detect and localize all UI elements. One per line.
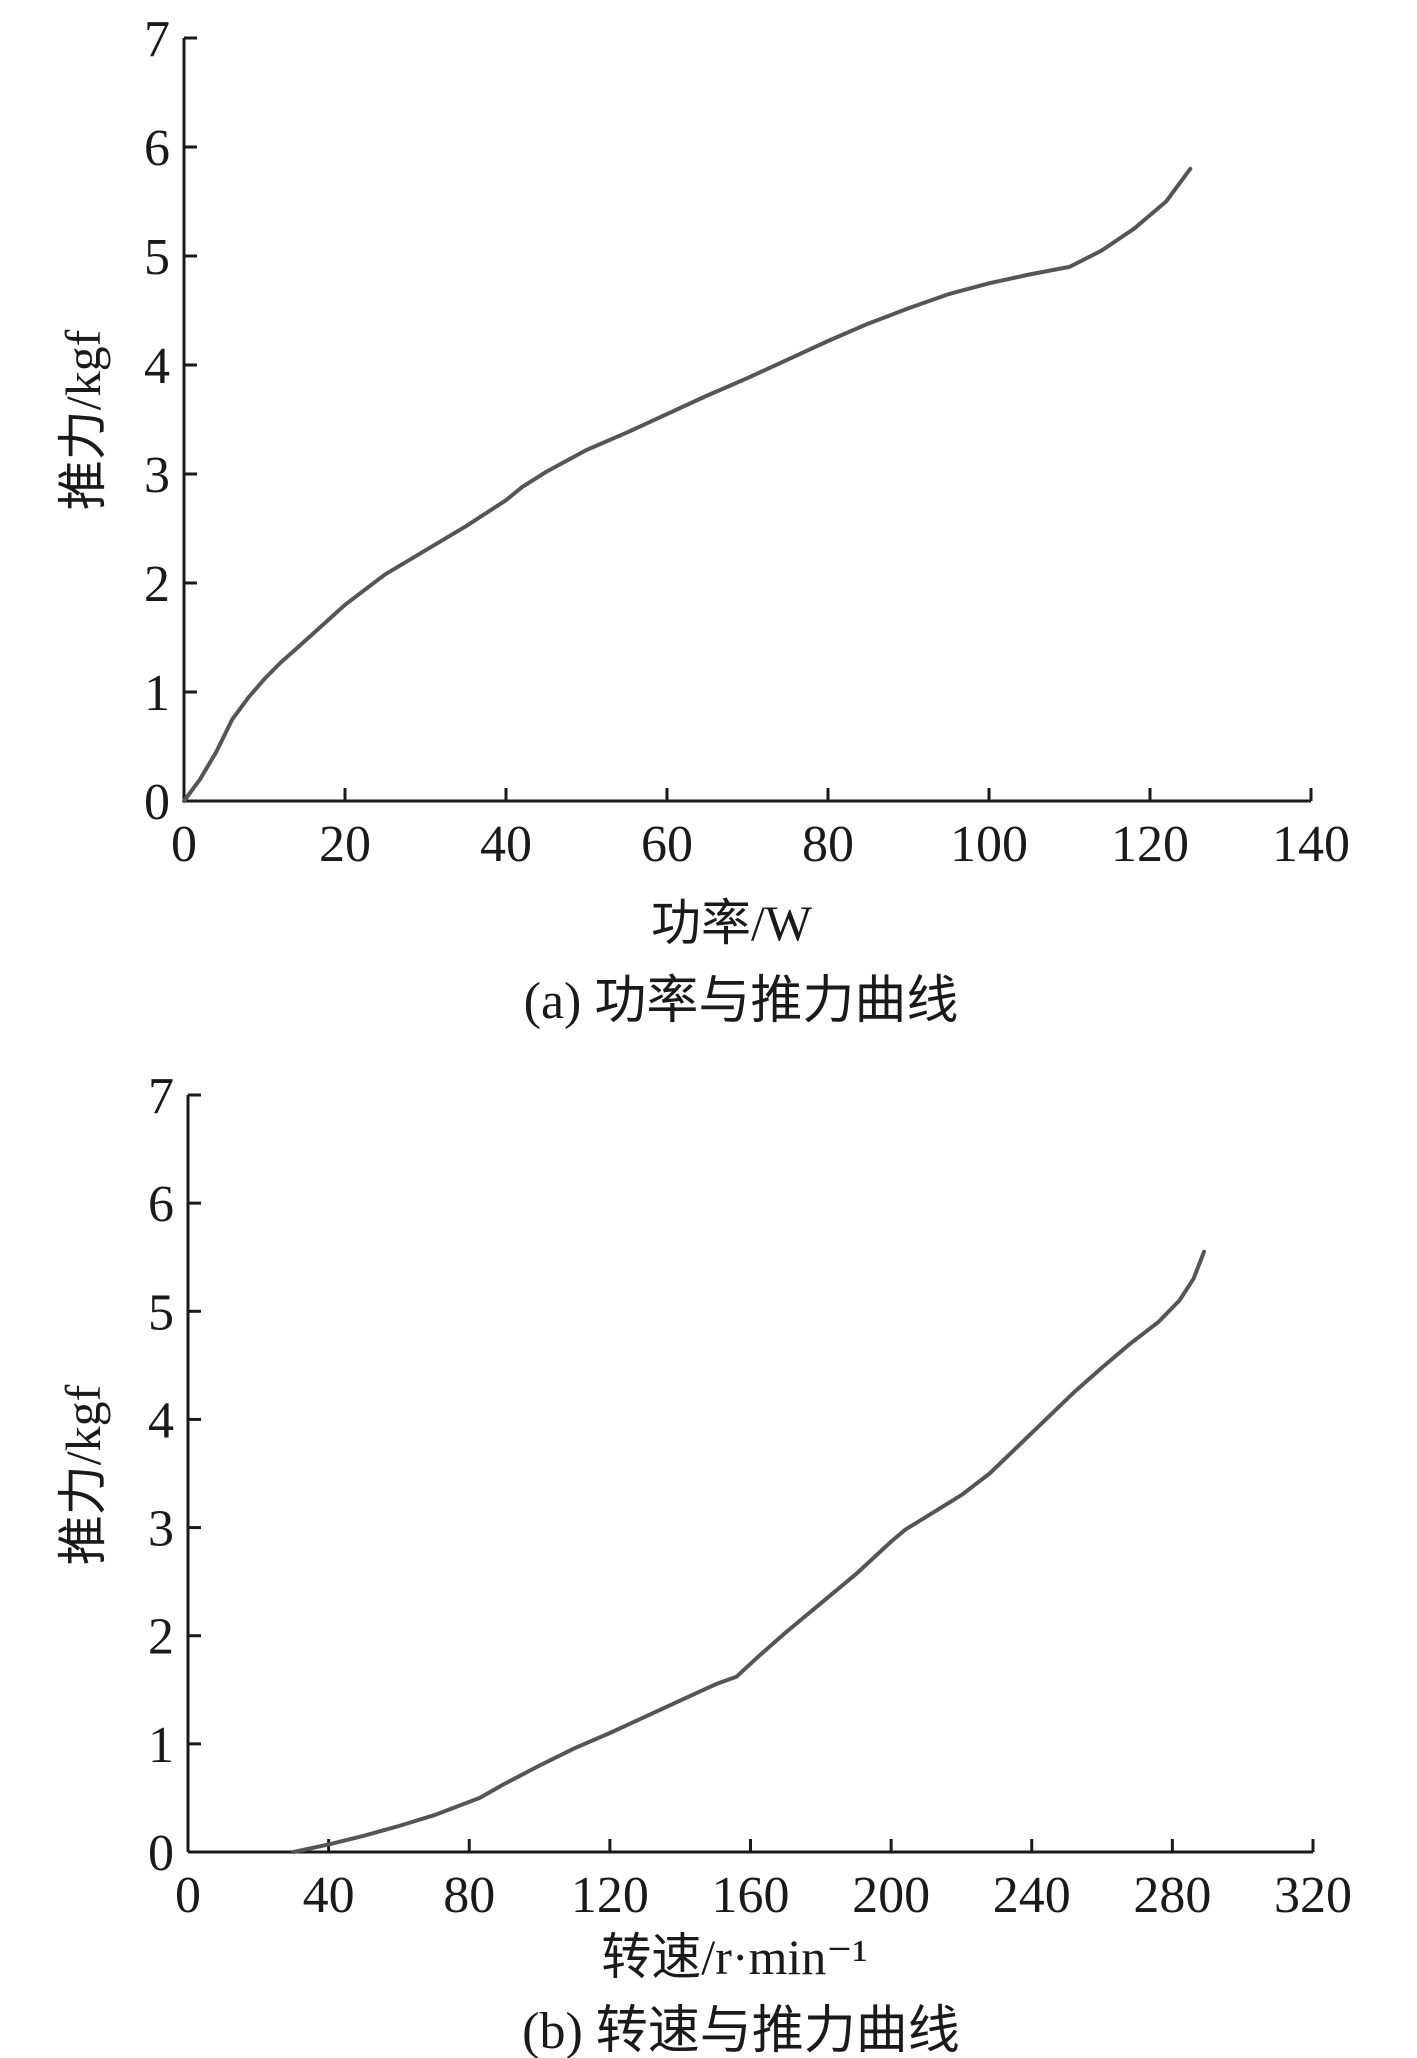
chart-b-x-axis-label: 转速/r·min⁻¹	[601, 1929, 867, 1985]
chart-b-y-axis-label: 推力/kgf	[55, 1384, 111, 1565]
chart-b-x-tick-label: 200	[852, 1867, 930, 1924]
chart-b-x-tick-label: 160	[712, 1867, 790, 1924]
chart-b-series-line	[291, 1249, 1206, 1854]
chart-a-x-tick-label: 120	[1111, 816, 1189, 873]
chart-b-y-tick-label: 1	[148, 1717, 174, 1774]
chart-a-x-tick-label: 40	[480, 816, 532, 873]
chart-b-x-tick-label: 80	[443, 1867, 495, 1924]
chart-b-caption: (b) 转速与推力曲线	[522, 2003, 960, 2058]
chart-a-x-tick-label: 0	[171, 816, 197, 873]
chart-b-y-tick-label: 5	[148, 1284, 174, 1341]
chart-b-y-tick-label: 0	[148, 1825, 174, 1882]
chart-a-series-line	[182, 166, 1193, 803]
chart-b-x-tick-label: 120	[571, 1867, 649, 1924]
chart-b-y-tick-label: 4	[148, 1392, 174, 1449]
chart-a-y-tick-label: 3	[144, 447, 170, 504]
chart-b-x-tick-label: 0	[175, 1867, 201, 1924]
chart-a-y-axis-label: 推力/kgf	[55, 329, 111, 510]
chart-a-y-tick-label: 5	[144, 229, 170, 286]
chart-b-y-tick-label: 3	[148, 1501, 174, 1558]
chart-a-x-axis-label: 功率/W	[651, 895, 813, 951]
chart-a-y-tick-label: 4	[144, 338, 170, 395]
chart-a-y-tick-label: 2	[144, 556, 170, 613]
chart-a-x-tick-label: 80	[802, 816, 854, 873]
chart-a-y-tick-label: 7	[144, 11, 170, 68]
chart-a-x-tick-label: 20	[319, 816, 371, 873]
chart-b-y-tick-label: 6	[148, 1176, 174, 1233]
chart-b-x-tick-label: 240	[993, 1867, 1071, 1924]
chart-b-x-tick-label: 320	[1274, 1867, 1352, 1924]
chart-b-x-tick-label: 40	[303, 1867, 355, 1924]
chart-b-y-tick-label: 2	[148, 1609, 174, 1666]
chart-b-x-tick-label: 280	[1133, 1867, 1211, 1924]
chart-a-x-tick-label: 60	[641, 816, 693, 873]
chart-a-y-tick-label: 6	[144, 120, 170, 177]
chart-a-x-tick-label: 100	[950, 816, 1028, 873]
chart-a-y-tick-label: 0	[144, 774, 170, 831]
chart-a-caption: (a) 功率与推力曲线	[524, 973, 959, 1030]
chart-panel-a: 0 20 40 60 80 100 120 140 0 1 2 3 4 5 6 7 功率/W 推力/kgf (a) …	[55, 11, 1350, 1030]
chart-panel-b: 0 40 80 120 160 200 240 280 320 0 1 2 3 4 5 6 7 转速/r·min⁻…	[55, 1068, 1352, 2058]
chart-b-y-tick-label: 7	[148, 1068, 174, 1125]
chart-a-y-tick-label: 1	[144, 665, 170, 722]
chart-a-x-tick-label: 140	[1272, 816, 1350, 873]
